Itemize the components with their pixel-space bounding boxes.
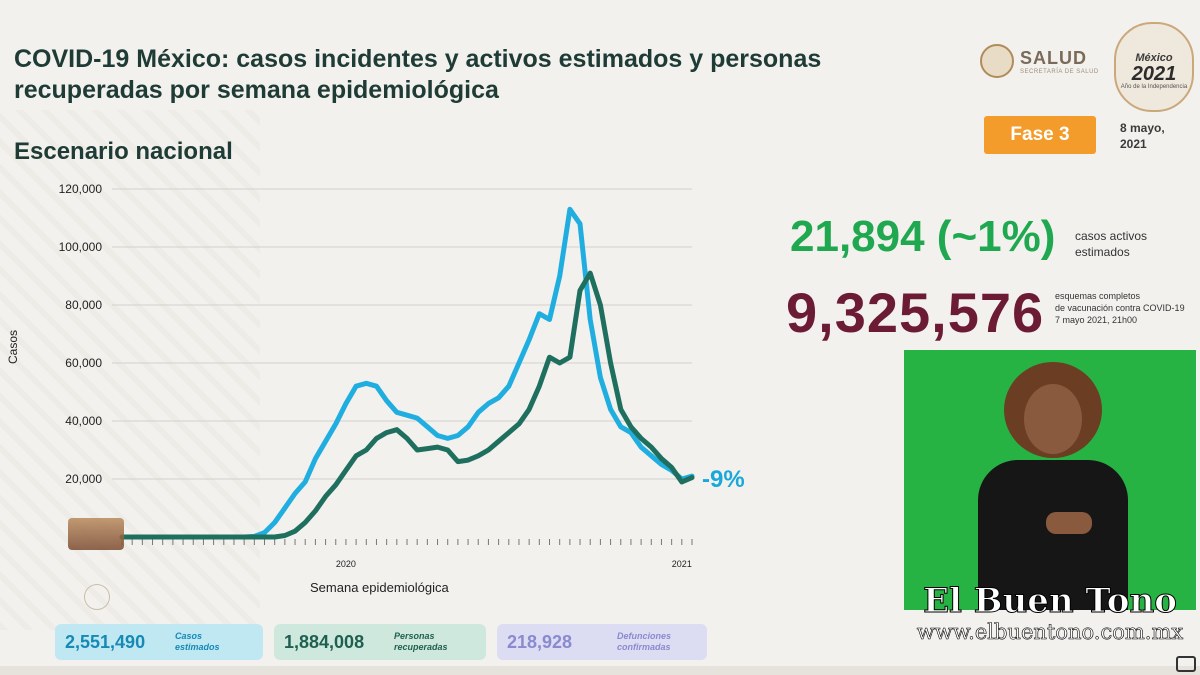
crowd-image [68,518,124,550]
logo-mexico-text: México [1135,52,1173,64]
x-year-label: 2020 [336,559,356,569]
phase-badge: Fase 3 [984,116,1096,154]
card-value: 1,884,008 [284,631,365,652]
summary-card-recovered: 1,884,008 Personas recuperadas [274,624,486,660]
interpreter-face [1024,384,1082,454]
active-cases-value: 21,894 (~1%) [790,212,1056,261]
summary-card-deaths: 218,928 Defunciones confirmadas [497,624,707,660]
card-label: Casos estimados [175,631,220,653]
logo-sub-text: Año de la Independencia [1120,84,1188,90]
sign-language-interpreter-video [904,350,1196,610]
logo-year-text: 2021 [1131,63,1177,85]
watermark-name: El Buen Tono [923,581,1178,621]
watermark-url: www.elbuentono.com.mx [916,620,1184,645]
vacc-label-2: de vacunación contra COVID-19 [1055,303,1185,313]
summary-card-estimated-cases: 2,551,490 Casos estimados [55,624,263,660]
report-date: 8 mayo, 2021 [1120,120,1165,152]
card-label: Defunciones confirmadas [617,631,671,653]
date-line-1: 8 mayo, [1120,121,1165,135]
footer-strip [0,666,1200,675]
active-cases-label: casos activos estimados [1075,228,1147,260]
salud-logo: SALUD SECRETARÍA DE SALUD [980,44,1099,78]
x-year-label: 2021 [672,559,692,569]
card-label: Personas recuperadas [394,631,448,653]
date-line-2: 2021 [1120,137,1147,151]
card-label-2: confirmadas [617,642,671,652]
active-label-2: estimados [1075,245,1130,259]
watermark: El Buen Tono www.elbuentono.com.mx [902,581,1198,645]
vaccination-label: esquemas completos de vacunación contra … [1055,290,1185,326]
card-label-1: Casos [175,631,203,641]
change-annotation: -9% [702,466,745,493]
vaccination-value: 9,325,576 [786,281,1045,344]
background-pattern [0,110,260,630]
vacc-label-3: 7 mayo 2021, 21h00 [1055,315,1138,325]
y-axis-label: Casos [6,329,21,365]
card-label-2: recuperadas [394,642,448,652]
active-label-1: casos activos [1075,229,1148,243]
salud-logo-sub: SECRETARÍA DE SALUD [1020,68,1099,75]
page-subtitle: Escenario nacional [14,138,233,165]
government-seal-icon [84,584,110,610]
salud-seal-icon [980,44,1014,78]
interpreter-hands [1046,512,1092,534]
card-label-2: estimados [175,642,220,652]
card-value: 218,928 [507,631,573,652]
salud-logo-text: SALUD [1020,47,1087,68]
page-title: COVID-19 México: casos incidentes y acti… [14,45,822,104]
mexico-2021-logo: México 2021 Año de la Independencia [1114,22,1194,112]
vacc-label-1: esquemas completos [1055,291,1141,301]
card-value: 2,551,490 [65,631,146,652]
screen-icon [1176,656,1196,672]
card-label-1: Personas [394,631,435,641]
card-label-1: Defunciones [617,631,672,641]
x-axis-label: Semana epidemiológica [310,580,449,595]
interpreter-body [978,460,1128,610]
